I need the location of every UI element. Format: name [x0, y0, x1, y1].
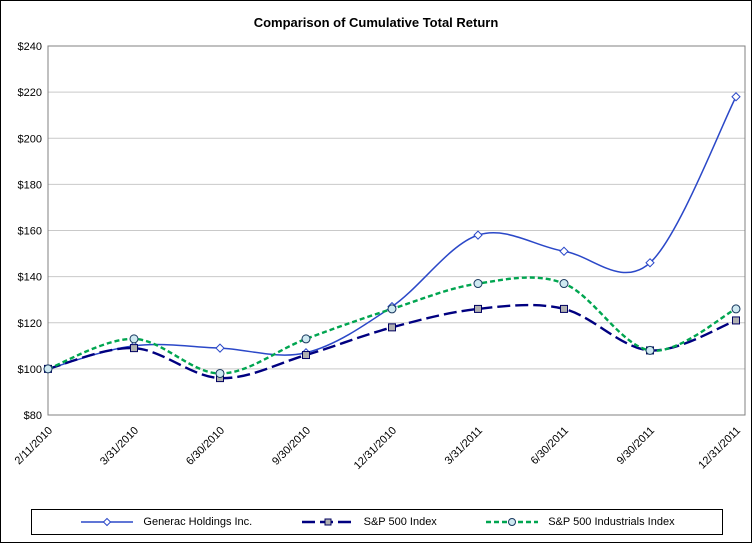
square-marker — [130, 344, 138, 353]
x-axis-label: 9/30/2011 — [615, 425, 658, 468]
legend-label-sp500: S&P 500 Index — [363, 516, 437, 528]
y-axis-label: $100 — [18, 364, 42, 376]
legend-item-generac: Generac Holdings Inc. — [79, 516, 252, 528]
circle-marker — [129, 334, 139, 344]
chart-title: Comparison of Cumulative Total Return — [253, 15, 499, 30]
legend-sample-sp500-industrials — [486, 518, 539, 526]
square-marker — [474, 304, 482, 313]
legend-sample-sp500 — [301, 518, 354, 526]
legend-item-sp500: S&P 500 Index — [300, 516, 437, 528]
square-marker — [324, 518, 332, 526]
circle-marker — [731, 304, 741, 314]
diamond-marker — [731, 92, 741, 102]
y-axis-label: $240 — [18, 41, 42, 53]
circle-marker — [387, 304, 397, 314]
x-axis-label: 6/30/2010 — [184, 425, 227, 468]
x-axis-label: 3/31/2010 — [98, 425, 141, 468]
y-axis-label: $220 — [18, 87, 42, 99]
y-axis-label: $80 — [24, 410, 42, 422]
square-marker — [388, 323, 396, 332]
circle-marker — [301, 334, 311, 344]
x-axis-label: 2/11/2010 — [13, 425, 56, 468]
diamond-marker — [215, 343, 225, 353]
series-line-1 — [47, 303, 737, 380]
diamond-marker — [645, 258, 655, 268]
square-marker — [560, 304, 568, 313]
y-axis-label: $200 — [18, 133, 42, 145]
legend-label-sp500-industrials: S&P 500 Industrials Index — [548, 516, 675, 528]
y-axis-label: $160 — [18, 226, 42, 238]
chart-legend: Generac Holdings Inc. S&P 500 Index S&P … — [31, 509, 723, 535]
circle-marker — [559, 279, 569, 289]
y-axis-label: $180 — [18, 179, 42, 191]
diamond-marker — [473, 230, 483, 240]
circle-marker — [473, 279, 483, 289]
x-axis-label: 12/31/2010 — [352, 425, 399, 472]
x-axis-label: 9/30/2010 — [270, 425, 313, 468]
y-axis-label: $140 — [18, 272, 42, 284]
x-axis-label: 3/31/2011 — [443, 425, 486, 468]
diamond-marker — [559, 246, 569, 256]
legend-item-sp500-industrials: S&P 500 Industrials Index — [484, 516, 675, 528]
circle-marker — [43, 364, 53, 374]
legend-sample-generac — [81, 517, 134, 527]
plot-border — [47, 45, 746, 416]
x-axis-label: 12/31/2011 — [696, 425, 743, 472]
diamond-marker — [103, 517, 112, 527]
square-marker — [302, 351, 310, 360]
x-axis-label: 6/30/2011 — [529, 425, 572, 468]
circle-marker — [645, 345, 655, 355]
line-chart-plot: $80 $100 $120 $140 $160 $180 $200 $220 $240 2/11/… — [13, 41, 746, 472]
square-marker — [732, 316, 740, 325]
circle-marker — [508, 518, 517, 526]
legend-label-generac: Generac Holdings Inc. — [143, 516, 253, 528]
y-axis-label: $120 — [18, 318, 42, 330]
circle-marker — [215, 368, 225, 378]
